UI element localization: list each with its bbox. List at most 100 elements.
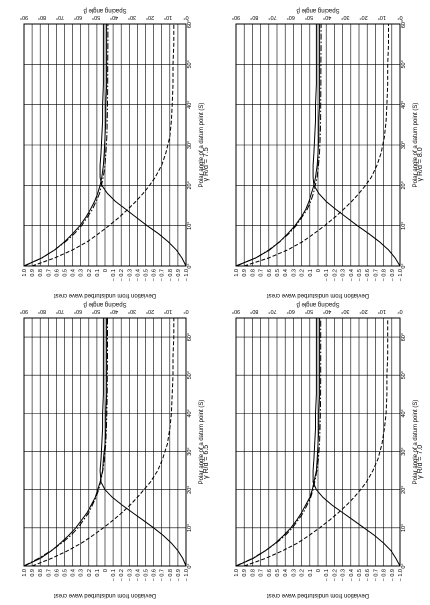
y-tick-label: − 0.2 — [119, 269, 125, 281]
x-tick-label: 0° — [401, 563, 407, 568]
y2-tick-label: 90° — [20, 308, 28, 314]
x-tick-label: 40° — [187, 101, 193, 109]
x-tick-label: 10° — [401, 222, 407, 230]
y-tick-label: 1.0 — [234, 569, 240, 577]
series-line-4-dash-dot — [23, 318, 108, 567]
y-tick-label: − 0.6 — [152, 569, 158, 581]
y-tick-label: − 0.6 — [152, 269, 158, 281]
y-axis-title: Deviation from undisturbed wave crest — [54, 592, 156, 598]
y-tick-label: − 0.4 — [135, 569, 141, 581]
plot-frame — [235, 23, 401, 267]
x-tick-label: 50° — [401, 60, 407, 68]
y-tick-label: − 0.5 — [357, 269, 363, 281]
y-axis-title: Deviation from undisturbed wave crest — [54, 292, 156, 298]
y-tick-label: − 0.1 — [111, 569, 117, 581]
y-tick-label: − 0.2 — [332, 269, 338, 281]
y-tick-label: 1.0 — [22, 569, 28, 577]
y2-tick-label: 0° — [397, 14, 402, 20]
y2-tick-label: 10° — [164, 308, 172, 314]
y-tick-label: − 1.0 — [184, 569, 190, 581]
y-tick-label: − 0.3 — [341, 569, 347, 581]
x-tick-label: 20° — [401, 181, 407, 189]
y-tick-label: 0.7 — [46, 269, 52, 277]
y2-tick-label: 10° — [378, 308, 386, 314]
y2-axis-title: Spacing angle β — [296, 301, 340, 307]
y-tick-label: − 0.6 — [365, 269, 371, 281]
y-tick-label: 0.3 — [291, 569, 297, 577]
y2-tick-label: 50° — [305, 14, 313, 20]
y-tick-label: − 1.0 — [398, 269, 404, 281]
y-tick-label: 0 — [316, 269, 322, 272]
x-axis-title: Polar angle of a datum point (S) — [413, 400, 419, 485]
y-tick-label: 1.0 — [22, 269, 28, 277]
y-tick-label: − 0.8 — [382, 269, 388, 281]
x-tick-label: 30° — [401, 141, 407, 149]
x-tick-label: 10° — [401, 524, 407, 532]
y-tick-label: − 0.9 — [176, 569, 182, 581]
x-tick-label: 40° — [187, 409, 193, 417]
y-tick-label: − 0.6 — [365, 569, 371, 581]
y2-tick-label: 50° — [92, 308, 100, 314]
y2-tick-label: 90° — [232, 14, 240, 20]
y2-tick-label: 50° — [305, 308, 313, 314]
y2-tick-label: 70° — [56, 308, 64, 314]
y2-tick-label: 30° — [341, 14, 349, 20]
y-tick-label: − 0.3 — [127, 569, 133, 581]
y2-tick-label: 70° — [268, 14, 276, 20]
y2-tick-label: 20° — [359, 14, 367, 20]
series-line-3-solid — [312, 24, 401, 267]
x-tick-label: 20° — [187, 181, 193, 189]
x-axis-title: Polar angle of a datum point (S) — [413, 103, 419, 188]
y-tick-label: − 0.2 — [119, 569, 125, 581]
y-tick-label: − 0.4 — [135, 269, 141, 281]
series-line-2-dashed — [31, 318, 175, 567]
y2-tick-label: 90° — [20, 14, 28, 20]
plot-frame — [23, 317, 187, 567]
y-tick-label: − 0.9 — [176, 269, 182, 281]
y2-axis-title: Spacing angle β — [296, 7, 340, 13]
panel-title: γ R/d = 6.5 — [203, 445, 210, 479]
x-tick-label: 0° — [401, 263, 407, 268]
y2-tick-label: 60° — [74, 14, 82, 20]
series-line-4-dash-dot — [235, 318, 322, 567]
y-tick-label: 0.3 — [79, 269, 85, 277]
y-tick-label: 0.4 — [71, 569, 77, 577]
y-tick-label: 0.1 — [308, 269, 314, 277]
x-tick-label: 40° — [401, 409, 407, 417]
y2-tick-label: 60° — [74, 308, 82, 314]
y2-tick-label: 40° — [323, 14, 331, 20]
y2-tick-label: 20° — [146, 14, 154, 20]
y-tick-label: − 0.7 — [160, 569, 166, 581]
y-tick-label: − 0.3 — [341, 269, 347, 281]
x-tick-label: 30° — [187, 141, 193, 149]
chart-panel-1: 1.0 0.9 0.8 0.7 0.6 0.5 0.4 0.3 0.2 0.1 0− 0.1− 0.… — [20, 7, 210, 298]
y2-tick-label: 10° — [164, 14, 172, 20]
y-tick-label: 0.3 — [79, 569, 85, 577]
y2-tick-label: 30° — [128, 308, 136, 314]
y-tick-label: 0.1 — [95, 269, 101, 277]
y-tick-label: − 0.7 — [373, 269, 379, 281]
series-line-3-solid — [312, 318, 401, 567]
x-tick-label: 50° — [187, 60, 193, 68]
plot-frame — [235, 317, 401, 567]
panel-title: γ R/d = 7.0 — [417, 445, 424, 479]
y-tick-label: 0.9 — [242, 569, 248, 577]
y-tick-label: 0 — [103, 569, 109, 572]
y-tick-label: − 0.9 — [390, 269, 396, 281]
y-tick-label: 0.6 — [54, 269, 60, 277]
plot-frame — [23, 23, 187, 267]
y-tick-label: 0.6 — [267, 569, 273, 577]
x-tick-label: 50° — [401, 371, 407, 379]
y-tick-label: 0.6 — [267, 269, 273, 277]
y-tick-label: 0.9 — [30, 569, 36, 577]
y2-tick-label: 20° — [146, 308, 154, 314]
y-tick-label: 1.0 — [234, 269, 240, 277]
y-tick-label: 0 — [103, 269, 109, 272]
x-tick-label: 10° — [187, 524, 193, 532]
x-tick-label: 20° — [187, 486, 193, 494]
y2-tick-label: 80° — [250, 14, 258, 20]
y-tick-label: 0.8 — [250, 269, 256, 277]
y-tick-label: − 0.4 — [349, 269, 355, 281]
y-tick-label: 0.7 — [259, 269, 265, 277]
y-tick-label: − 0.7 — [373, 569, 379, 581]
